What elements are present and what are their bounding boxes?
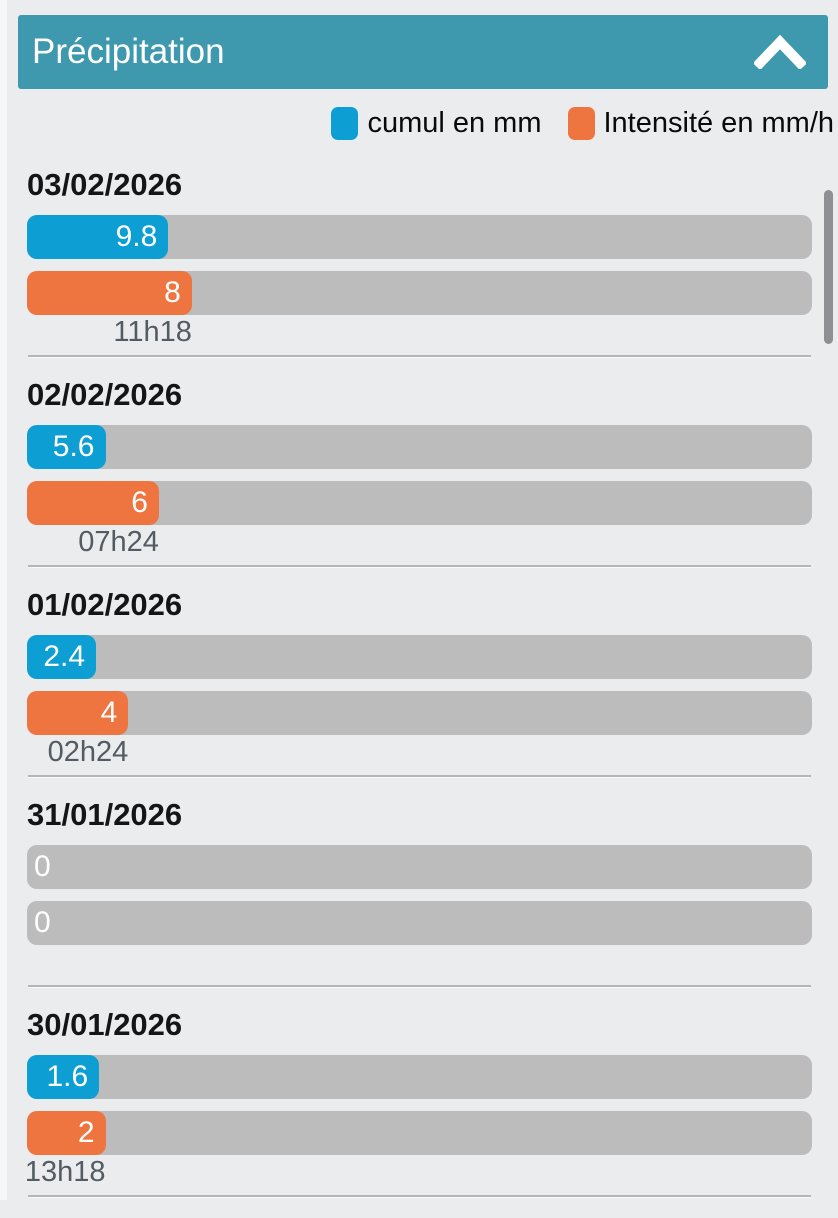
panel-title: Précipitation [32,32,225,71]
intensite-bar-track: 2 [27,1111,812,1155]
intensite-bar-fill: 4 [27,691,129,735]
section-divider [28,1195,811,1198]
intensite-bar-track: 4 [27,691,812,735]
intensite-bar-value: 8 [164,276,181,309]
day-section: 01/02/2026 2.4 4 02h24 [27,588,812,778]
left-edge-strip [0,0,7,1200]
precipitation-panel-header[interactable]: Précipitation [18,15,828,89]
cumul-bar-track: 2.4 [27,635,812,679]
intensite-bar-fill: 2 [27,1111,106,1155]
cumul-bar-fill: 5.6 [27,425,106,469]
cumul-legend-swatch-icon [331,107,359,140]
cumul-bar-value: 5.6 [52,430,95,463]
section-divider [28,355,811,358]
intensity-time-label: 13h18 [24,1156,106,1188]
legend-item-cumul: cumul en mm [331,107,542,140]
intensity-time-label: 07h24 [78,526,159,558]
cumul-bar-track: 9.8 [27,215,812,259]
cumul-bar-track: 5.6 [27,425,812,469]
cumul-bar-value: 2.4 [43,640,86,673]
section-divider [28,775,811,778]
intensite-bar-fill: 6 [27,481,159,525]
intensite-bar-fill: 8 [27,271,192,315]
intensity-time-row: 13h18 [24,1156,812,1188]
cumul-legend-label: cumul en mm [367,107,542,139]
day-date: 01/02/2026 [27,587,183,622]
cumul-bar-fill: 2.4 [27,635,97,679]
day-date: 31/01/2026 [27,797,183,832]
intensity-time-row: 11h18 [27,316,812,348]
cumul-bar-track: 0 [27,845,812,889]
intensite-legend-swatch-icon [567,107,595,140]
intensity-time-row: 02h24 [27,736,812,768]
cumul-bar-fill: 9.8 [27,215,169,259]
intensity-time-label: 11h18 [113,316,192,348]
chevron-up-icon[interactable] [754,35,806,69]
scrollbar-thumb[interactable] [824,190,833,344]
intensite-bar-value: 4 [100,696,118,729]
cumul-bar-track: 1.6 [27,1055,812,1099]
cumul-bar-value: 0 [34,850,51,883]
day-section: 30/01/2026 1.6 2 13h18 [24,1007,812,1198]
intensity-time-row: 07h24 [27,526,812,558]
intensite-bar-value: 6 [131,486,148,519]
day-section: 02/02/2026 5.6 6 07h24 [27,378,812,568]
intensity-time-row [27,948,812,976]
day-date: 30/01/2026 [27,1007,183,1042]
section-divider [28,565,811,568]
intensite-legend-label: Intensité en mm/h [603,107,835,139]
cumul-bar-value: 1.6 [46,1060,89,1093]
day-section: 03/02/2026 9.8 8 11h18 [27,168,812,358]
day-section: 31/01/2026 0 0 [27,798,812,988]
daily-precipitation-list: 03/02/2026 9.8 8 11h18 02/02/2026 5.6 6 07h24 01… [24,168,812,1218]
intensite-bar-track: 8 [27,271,812,315]
legend-item-intensite: Intensité en mm/h [567,107,835,140]
intensite-bar-track: 6 [27,481,812,525]
intensite-bar-track: 0 [27,901,812,945]
section-divider [28,985,811,988]
day-date: 02/02/2026 [27,377,183,412]
cumul-bar-value: 9.8 [115,220,158,253]
intensity-time-label: 02h24 [47,736,129,768]
chart-legend: cumul en mm Intensité en mm/h [0,107,834,140]
day-date: 03/02/2026 [27,167,183,202]
intensite-bar-value: 2 [77,1116,95,1149]
intensite-bar-value: 0 [34,906,51,939]
cumul-bar-fill: 1.6 [27,1055,100,1099]
